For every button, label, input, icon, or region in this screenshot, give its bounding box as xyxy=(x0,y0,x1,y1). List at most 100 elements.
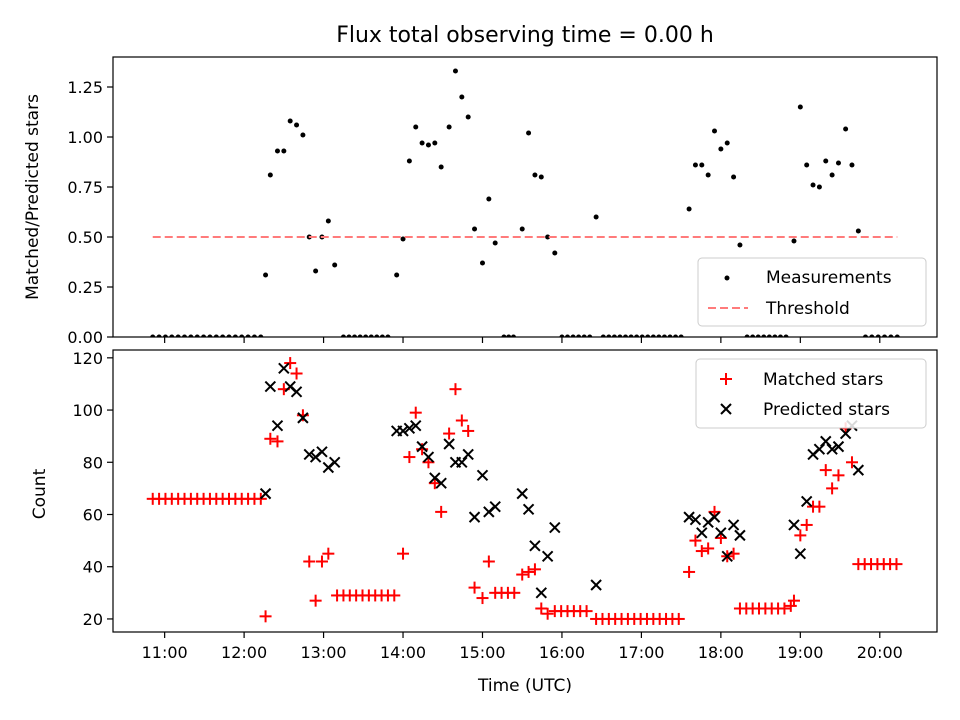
predicted-stars-point xyxy=(727,519,740,531)
predicted-stars-point xyxy=(264,380,277,393)
measurement-point xyxy=(777,334,783,337)
predicted-stars-point xyxy=(535,587,547,599)
measurement-point xyxy=(565,334,571,337)
measurement-point xyxy=(882,334,888,337)
predicted-stars-point xyxy=(456,456,468,468)
matched-stars-point xyxy=(778,602,791,615)
predicted-stars-point xyxy=(721,550,733,562)
measurement-point xyxy=(175,334,181,337)
predicted-stars-point xyxy=(462,448,474,461)
matched-stars-point xyxy=(264,432,277,445)
measurement-point xyxy=(810,182,816,188)
measurement-point xyxy=(267,172,273,178)
measurement-point xyxy=(263,272,269,278)
measurement-point xyxy=(194,334,200,337)
measurement-point xyxy=(552,250,558,256)
measurement-point xyxy=(413,124,419,130)
bottom-axes-frame xyxy=(112,349,938,633)
measurement-point xyxy=(750,334,756,337)
predicted-stars-point xyxy=(435,477,447,489)
measurement-point xyxy=(459,94,465,100)
measurement-point xyxy=(357,334,363,337)
measurement-point xyxy=(313,268,319,274)
measurement-point xyxy=(207,334,213,337)
measurement-point xyxy=(245,334,251,337)
matched-stars-point xyxy=(819,464,832,477)
measurement-point xyxy=(519,226,525,232)
x-tick-label: 11:00 xyxy=(142,643,188,662)
measurement-point xyxy=(332,262,338,268)
x-tick-label: 17:00 xyxy=(618,643,664,662)
bottom-y-tick-label: 80 xyxy=(83,453,103,472)
measurement-point xyxy=(169,334,175,337)
matched-stars-point xyxy=(672,612,685,625)
measurement-point xyxy=(581,334,587,337)
x-tick-label: 13:00 xyxy=(301,643,347,662)
predicted-stars-point xyxy=(297,412,309,424)
measurement-point xyxy=(287,118,293,124)
measurement-point xyxy=(645,334,651,337)
predicted-stars-point xyxy=(590,579,602,591)
measurement-point xyxy=(258,334,264,337)
measurement-point xyxy=(220,334,226,337)
measurement-point xyxy=(340,334,346,337)
measurement-point xyxy=(213,334,219,337)
x-tick-label: 18:00 xyxy=(698,643,744,662)
x-tick-label: 14:00 xyxy=(380,643,426,662)
measurement-point xyxy=(576,334,582,337)
matched-stars-point xyxy=(845,456,858,469)
matched-stars-point xyxy=(516,568,529,581)
measurement-point xyxy=(501,334,507,337)
measurement-point xyxy=(570,334,576,337)
x-tick-label: 12:00 xyxy=(221,643,267,662)
measurement-point xyxy=(894,334,900,337)
x-tick-label: 20:00 xyxy=(857,643,903,662)
measurement-point xyxy=(251,334,257,337)
measurement-point xyxy=(855,228,861,234)
matched-stars-point xyxy=(482,555,495,568)
bottom-y-tick-label: 60 xyxy=(83,506,103,525)
measurement-point xyxy=(368,334,374,337)
measurement-point xyxy=(692,162,698,168)
legend-label-measurements: Measurements xyxy=(766,268,892,288)
measurement-point xyxy=(744,334,750,337)
bottom-y-tick-label: 20 xyxy=(83,610,103,629)
measurement-point xyxy=(686,206,692,212)
predicted-stars-point xyxy=(278,362,290,374)
bottom-y-tick-label: 120 xyxy=(72,349,103,368)
measurement-point xyxy=(835,160,841,166)
matched-stars-point xyxy=(890,558,903,571)
measurement-point xyxy=(182,334,188,337)
measurement-point xyxy=(406,158,412,164)
top-y-tick-label: 0.50 xyxy=(67,228,103,247)
predicted-stars-point xyxy=(303,448,315,461)
predicted-stars-point xyxy=(522,503,535,515)
measurement-point xyxy=(188,334,194,337)
measurement-point xyxy=(363,334,369,337)
predicted-stars-point xyxy=(476,469,489,482)
matched-stars-point xyxy=(787,594,800,607)
matched-stars-point xyxy=(689,534,702,547)
top-y-tick-label: 0.25 xyxy=(67,278,103,297)
measurement-point xyxy=(650,334,656,337)
measurement-point xyxy=(510,334,516,337)
predicted-stars-point xyxy=(397,425,409,437)
x-tick-label: 16:00 xyxy=(539,643,585,662)
measurement-point xyxy=(425,142,431,148)
matched-stars-point xyxy=(813,500,826,513)
measurement-point xyxy=(661,334,667,337)
matched-stars-point xyxy=(388,589,401,602)
matched-stars-point xyxy=(315,555,328,568)
predicted-stars-point xyxy=(259,487,272,500)
predicted-stars-point xyxy=(416,440,428,453)
measurement-point xyxy=(829,172,835,178)
measurement-point xyxy=(628,334,634,337)
predicted-stars-point xyxy=(410,420,422,432)
top-plot-area: 0.00 0.25 0.50 0.75 1.00 1.25 xyxy=(67,56,938,347)
matched-stars-point xyxy=(476,592,489,605)
matched-stars-point xyxy=(435,505,448,518)
measurement-point xyxy=(545,234,551,240)
measurement-point xyxy=(869,334,875,337)
predicted-stars-point xyxy=(788,519,800,531)
